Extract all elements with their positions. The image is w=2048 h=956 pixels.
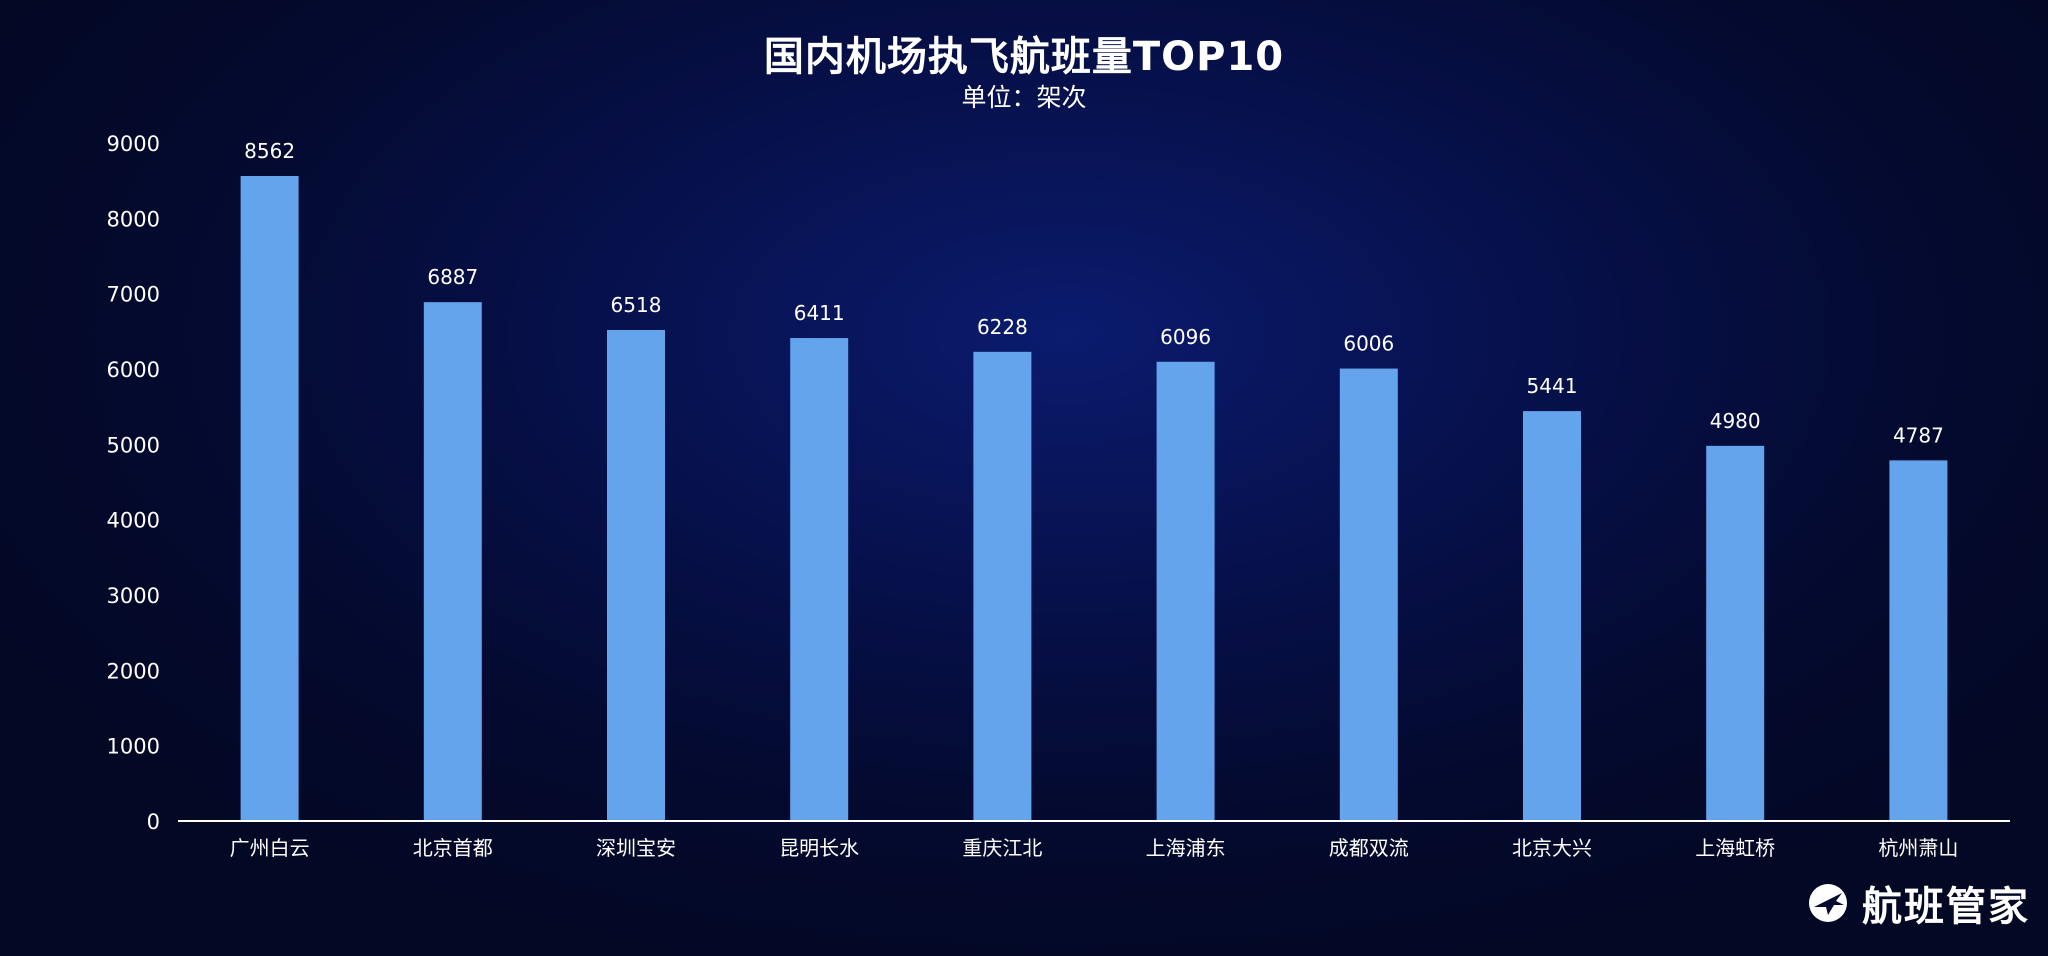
y-tick-label: 5000	[107, 433, 160, 457]
y-tick-label: 9000	[107, 132, 160, 156]
x-tick-label: 重庆江北	[962, 836, 1042, 860]
y-tick-label: 6000	[107, 358, 160, 382]
brand-name: 航班管家	[1862, 884, 2030, 930]
bar	[790, 338, 849, 821]
x-tick-label: 成都双流	[1329, 836, 1409, 860]
bar	[1706, 445, 1765, 821]
bar-value-label: 5441	[1527, 374, 1578, 398]
x-tick-label: 上海虹桥	[1695, 836, 1775, 860]
plane-logo-icon	[1809, 884, 1847, 922]
x-tick-label: 广州白云	[230, 836, 310, 860]
x-tick-label: 昆明长水	[779, 836, 859, 860]
y-tick-label: 3000	[107, 584, 160, 608]
x-tick-label: 北京首都	[413, 836, 493, 860]
x-tick-label: 上海浦东	[1146, 836, 1226, 860]
bar-value-label: 4787	[1893, 423, 1944, 447]
y-tick-label: 2000	[107, 659, 160, 683]
bar-value-label: 6006	[1343, 332, 1394, 356]
x-tick-label: 杭州萧山	[1878, 836, 1958, 860]
bar	[607, 329, 665, 821]
y-tick-label: 7000	[107, 283, 160, 307]
bar-value-label: 6518	[611, 293, 662, 317]
x-tick-label: 北京大兴	[1512, 836, 1592, 860]
chart-subtitle: 单位：架次	[961, 83, 1087, 112]
bar-value-label: 8562	[244, 139, 295, 163]
y-tick-label: 4000	[107, 509, 160, 533]
bar	[1339, 368, 1398, 821]
bar-value-label: 6096	[1160, 325, 1211, 349]
y-tick-label: 8000	[107, 207, 160, 231]
bar	[423, 302, 482, 821]
bar	[1156, 361, 1215, 821]
bar	[973, 351, 1032, 821]
brand-watermark: 航班管家	[1806, 874, 2030, 932]
bar-value-label: 6887	[427, 265, 478, 289]
bar	[240, 175, 299, 822]
bar-value-label: 6228	[977, 315, 1028, 339]
x-tick-label: 深圳宝安	[596, 836, 676, 860]
bar-value-label: 6411	[794, 301, 845, 325]
bar	[1523, 411, 1581, 821]
y-tick-label: 1000	[107, 735, 160, 759]
bar	[1889, 460, 1948, 821]
chart-title: 国内机场执飞航班量TOP10	[763, 34, 1285, 80]
y-tick-label: 0	[147, 810, 160, 834]
bar-value-label: 4980	[1710, 409, 1761, 433]
